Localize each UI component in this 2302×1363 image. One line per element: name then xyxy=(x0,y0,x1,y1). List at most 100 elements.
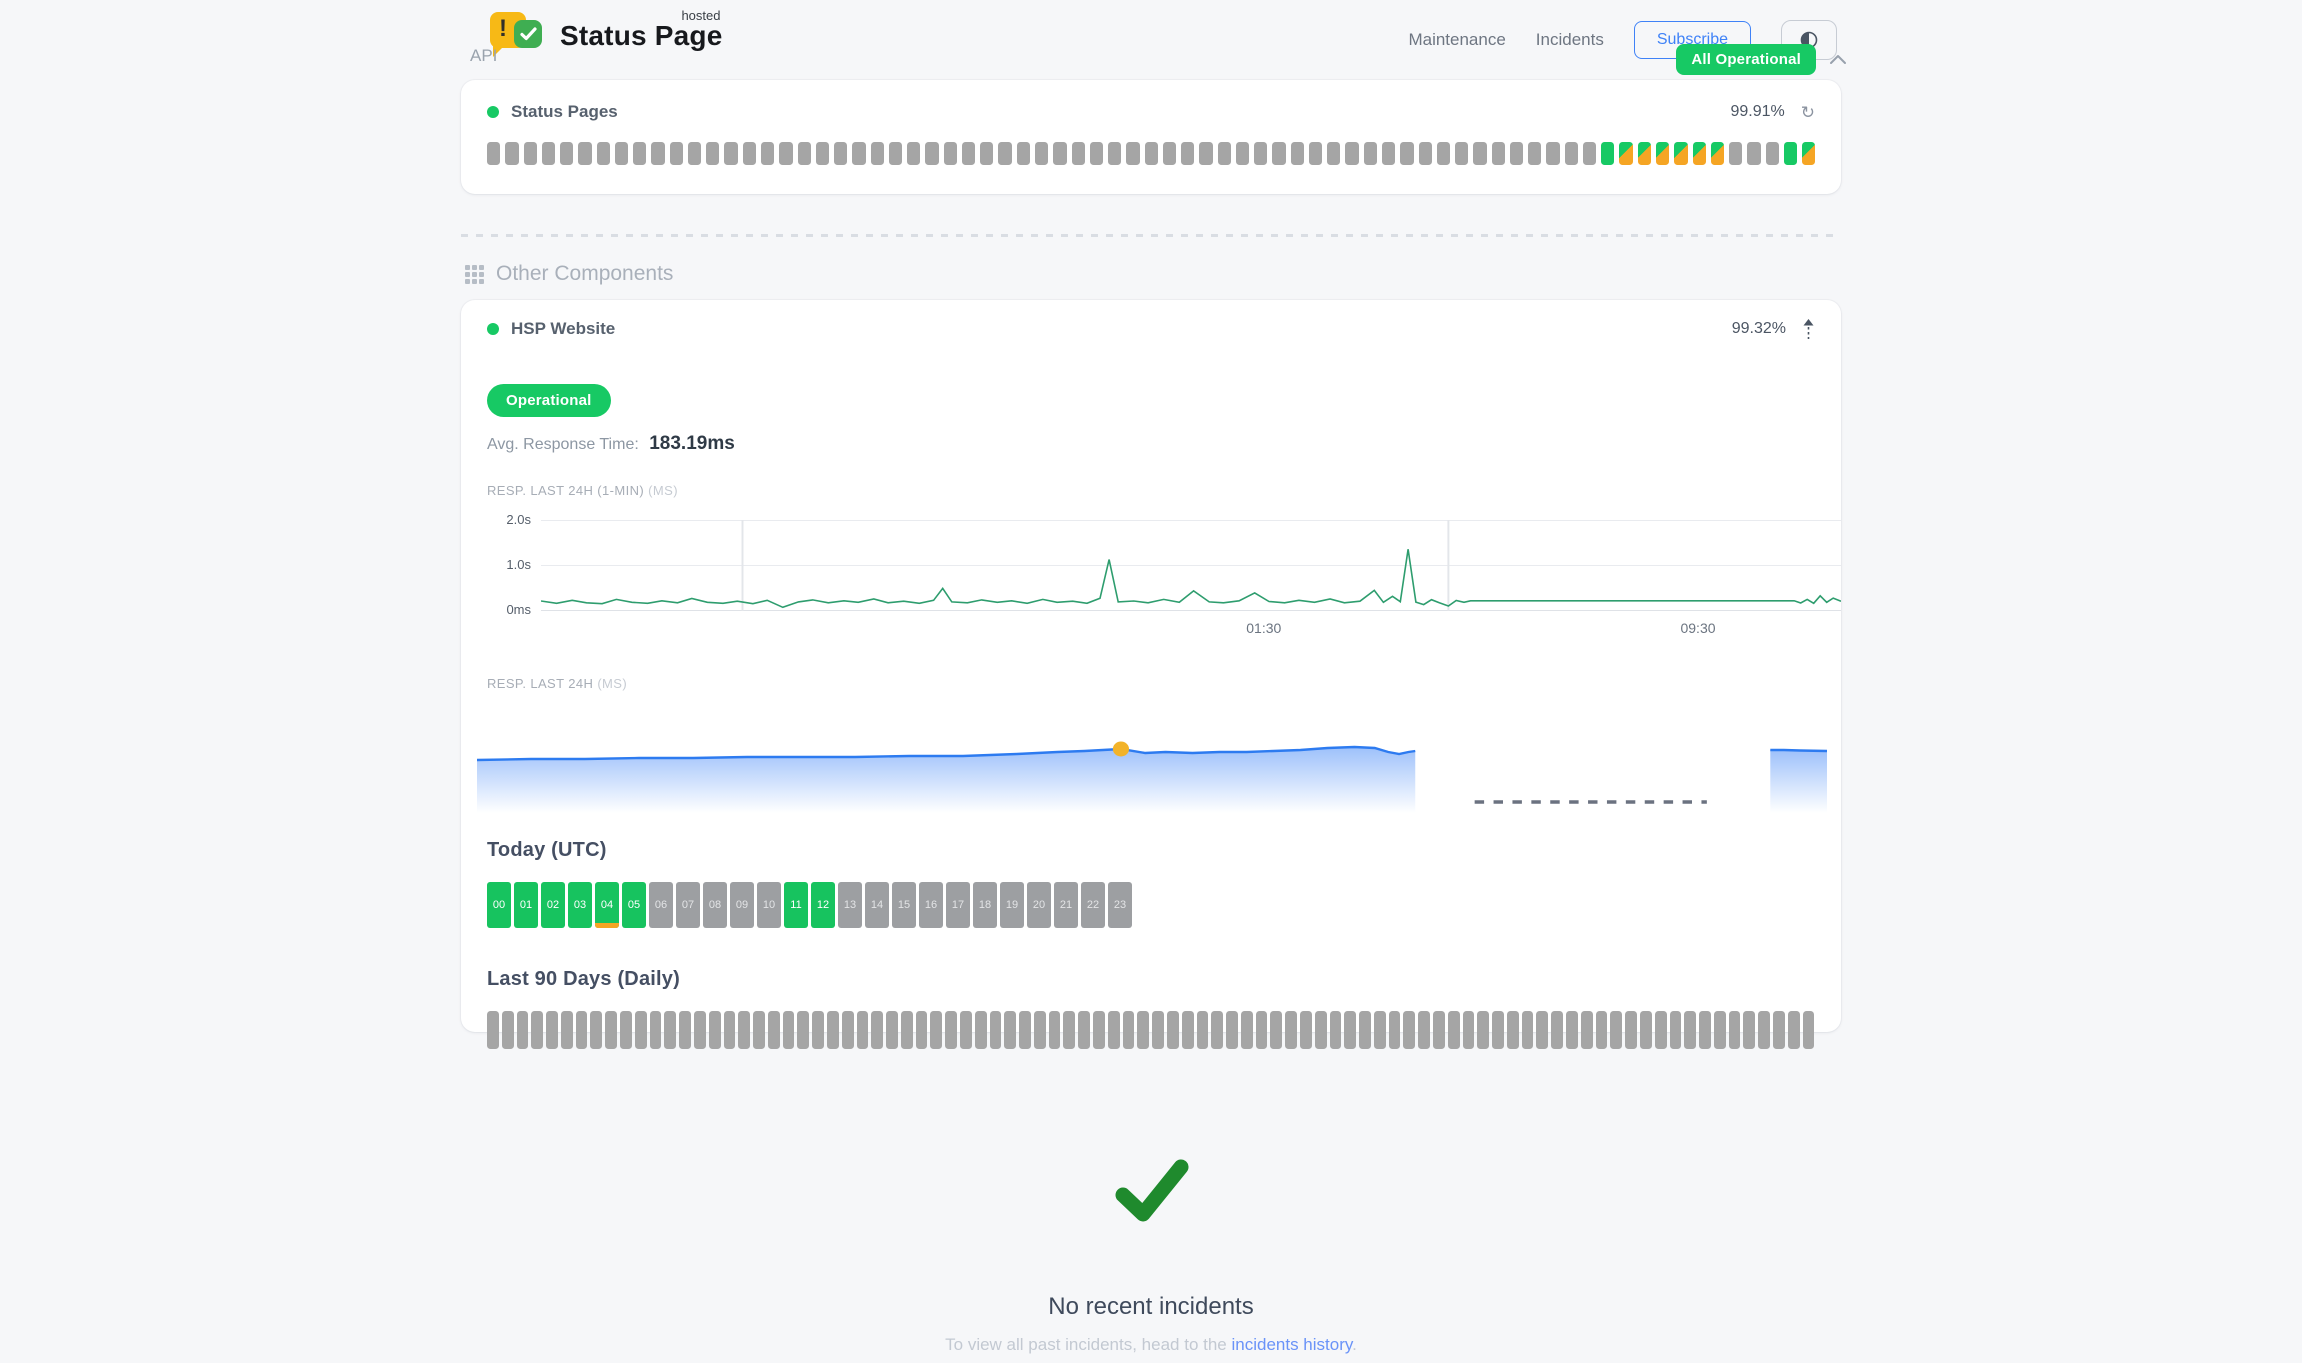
uptime-bar xyxy=(1299,1011,1312,1049)
uptime-bar xyxy=(560,142,574,165)
api-component-card: Status Pages 99.91% ↻ xyxy=(461,80,1841,194)
uptime-bar xyxy=(1639,1011,1652,1049)
uptime-bar xyxy=(1016,142,1030,165)
uptime-bar xyxy=(767,1011,780,1049)
uptime-bar xyxy=(501,1011,514,1049)
uptime-bar xyxy=(1455,142,1469,165)
hour-block-22: 22 xyxy=(1081,882,1105,928)
uptime-bar xyxy=(1582,142,1597,165)
uptime-bar xyxy=(651,142,665,165)
response-time-chart: 2.0s 1.0s 0ms 01:30 09:30 xyxy=(506,512,1841,642)
uptime-bar xyxy=(1004,1011,1017,1049)
uptime-bar xyxy=(1255,1011,1268,1049)
hsp-website-card: HSP Website 99.32% Operational Avg. Resp… xyxy=(461,300,1841,1049)
uptime-bar xyxy=(797,1011,810,1049)
uptime-percentage: 99.91% xyxy=(1730,103,1785,120)
uptime-bar xyxy=(779,142,793,165)
uptime-bar xyxy=(1637,142,1651,165)
uptime-bar xyxy=(1787,1011,1800,1049)
uptime-bar xyxy=(1506,1011,1519,1049)
uptime-bar xyxy=(871,1011,884,1049)
uptime-bar xyxy=(605,1011,618,1049)
hour-block-10: 10 xyxy=(757,882,781,928)
uptime-bar xyxy=(1240,1011,1253,1049)
uptime-bars xyxy=(487,142,1816,165)
latency-line xyxy=(541,520,1841,611)
refresh-icon[interactable]: ↻ xyxy=(1800,102,1815,122)
incidents-history-link[interactable]: incidents history xyxy=(1231,1335,1353,1354)
avg-response-label: Avg. Response Time: xyxy=(487,436,639,453)
uptime-bar xyxy=(1108,142,1122,165)
uptime-bar xyxy=(541,142,556,165)
uptime-bar xyxy=(1181,1011,1194,1049)
status-badge[interactable]: All Operational xyxy=(1676,44,1816,75)
operational-pill: Operational xyxy=(487,384,611,417)
uptime-bar xyxy=(1418,1011,1430,1049)
uptime-bar xyxy=(1473,142,1487,165)
uptime-bar xyxy=(1765,142,1779,165)
uptime-bar xyxy=(1196,1011,1209,1049)
uptime-bar xyxy=(1363,142,1378,165)
status-dot xyxy=(487,106,499,118)
x-tick-0930: 09:30 xyxy=(1680,620,1716,636)
chart2-label: RESP. LAST 24H (MS) xyxy=(487,676,628,691)
uptime-bar xyxy=(907,142,921,165)
uptime-bar xyxy=(614,142,629,165)
uptime-bar xyxy=(487,1011,499,1049)
hour-block-01: 01 xyxy=(514,882,538,928)
uptime-bar xyxy=(1477,1011,1490,1049)
uptime-bar xyxy=(1308,142,1323,165)
uptime-percentage: 99.32% xyxy=(1731,320,1786,337)
uptime-bar xyxy=(1595,1011,1608,1049)
nav-maintenance[interactable]: Maintenance xyxy=(1408,30,1506,49)
uptime-bar xyxy=(1436,142,1451,165)
uptime-bar xyxy=(915,1011,928,1049)
uptime-bar xyxy=(1078,1011,1091,1049)
uptime-bar xyxy=(724,142,738,165)
uptime-bar xyxy=(1254,142,1268,165)
uptime-bar xyxy=(1388,1011,1401,1049)
no-incidents-title: No recent incidents xyxy=(1048,1293,1254,1320)
hour-block-21: 21 xyxy=(1054,882,1078,928)
arrow-up-icon[interactable] xyxy=(1802,318,1815,340)
uptime-bar xyxy=(738,1011,751,1049)
uptime-bar xyxy=(1327,142,1341,165)
uptime-bar xyxy=(945,1011,957,1049)
hour-block-16: 16 xyxy=(919,882,943,928)
incidents-footer: No recent incidents To view all past inc… xyxy=(0,1140,2302,1355)
uptime-bar xyxy=(1491,142,1505,165)
uptime-bar xyxy=(900,1011,913,1049)
nav-incidents[interactable]: Incidents xyxy=(1535,30,1604,49)
uptime-bar xyxy=(1669,1011,1682,1049)
uptime-bar xyxy=(1152,1011,1164,1049)
uptime-bar xyxy=(1063,1011,1076,1049)
uptime-bar xyxy=(1728,1011,1741,1049)
uptime-bar xyxy=(1345,142,1359,165)
uptime-bar xyxy=(1536,1011,1549,1049)
uptime-bar xyxy=(1400,142,1414,165)
avg-response-time: Avg. Response Time: 183.19ms xyxy=(487,433,1815,455)
uptime-bar xyxy=(708,1011,721,1049)
today-hour-blocks: 00 01 02 03 04 05 06 07 08 09 10 11 12 13 14 15 16 17 18 19… xyxy=(487,882,1815,928)
uptime-bar xyxy=(1433,1011,1445,1049)
logo: ! hosted Status Page xyxy=(490,8,722,60)
success-check-icon xyxy=(1115,1159,1189,1222)
uptime-bar xyxy=(930,1011,943,1049)
uptime-bar xyxy=(1625,1011,1637,1049)
uptime-bar xyxy=(1034,142,1049,165)
uptime-bar xyxy=(1802,1011,1815,1049)
uptime-bar xyxy=(1199,142,1213,165)
hour-block-11: 11 xyxy=(784,882,808,928)
uptime-bar xyxy=(1107,1011,1120,1049)
uptime-bar xyxy=(1403,1011,1416,1049)
chevron-up-icon[interactable] xyxy=(1828,53,1848,66)
uptime-bar xyxy=(1684,1011,1697,1049)
uptime-bar xyxy=(1122,1011,1135,1049)
uptime-bar xyxy=(1093,1011,1105,1049)
uptime-bar xyxy=(1758,1011,1770,1049)
uptime-bar xyxy=(1382,142,1396,165)
uptime-bar xyxy=(1654,1011,1667,1049)
uptime-bar xyxy=(1743,1011,1756,1049)
y-tick-2s: 2.0s xyxy=(506,512,531,527)
